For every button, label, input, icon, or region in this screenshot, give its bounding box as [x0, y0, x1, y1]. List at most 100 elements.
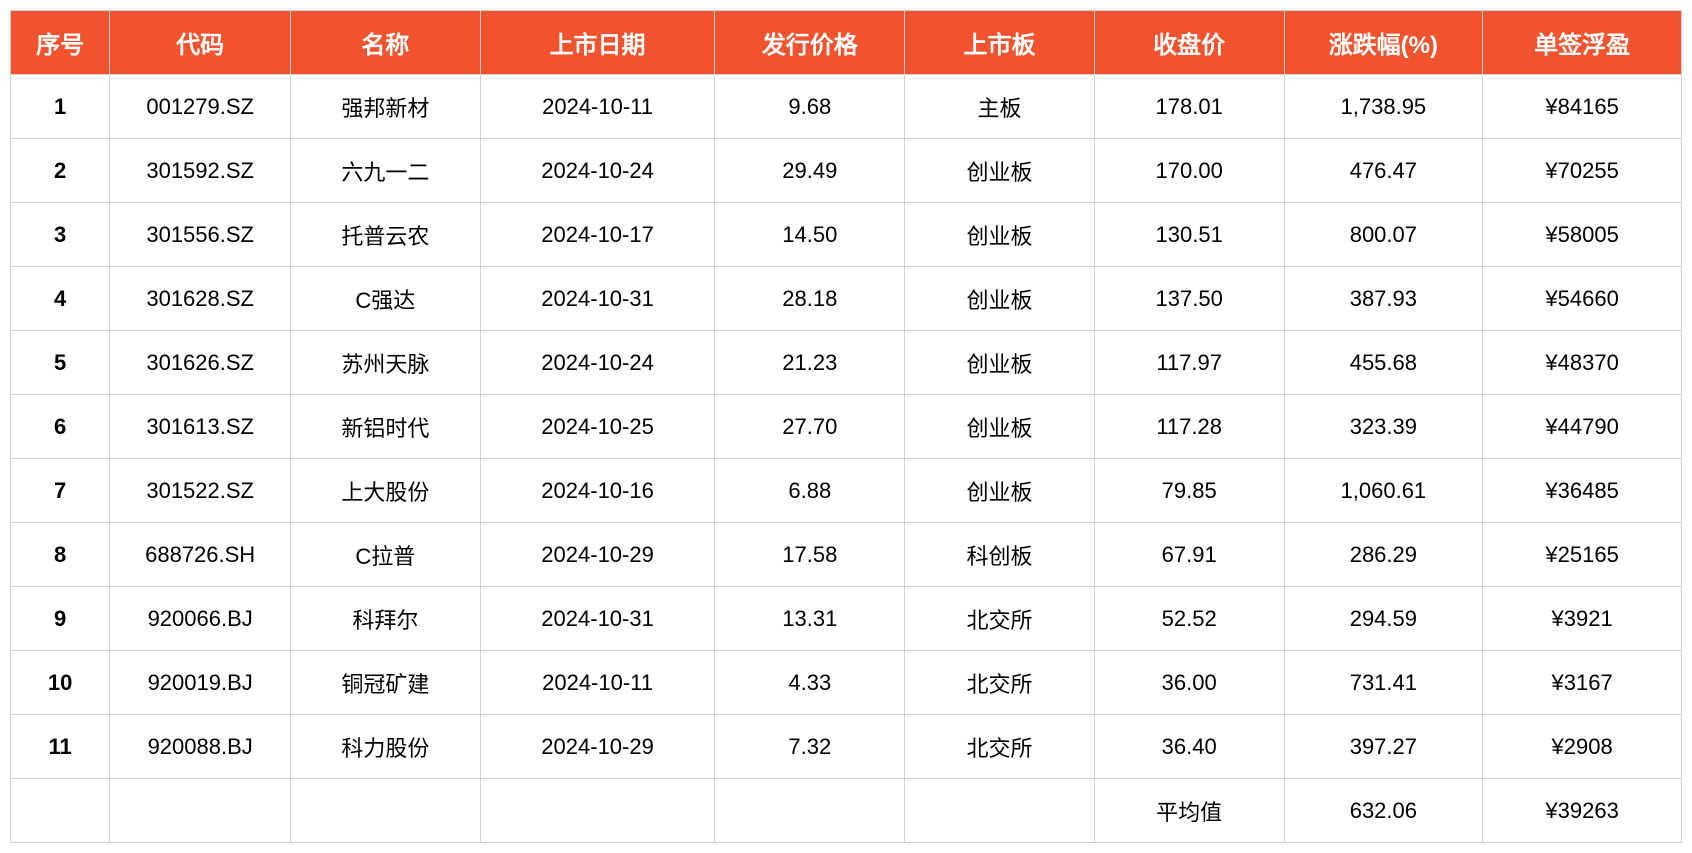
cell-close: 52.52 — [1094, 587, 1284, 651]
cell-profit: ¥3167 — [1483, 651, 1682, 715]
cell-price: 9.68 — [715, 75, 905, 139]
cell-profit: ¥25165 — [1483, 523, 1682, 587]
cell-date: 2024-10-17 — [480, 203, 715, 267]
summary-empty — [110, 779, 291, 843]
cell-change: 1,738.95 — [1284, 75, 1483, 139]
cell-name: 上大股份 — [290, 459, 480, 523]
header-name: 名称 — [290, 11, 480, 75]
summary-label: 平均值 — [1094, 779, 1284, 843]
header-board: 上市板 — [905, 11, 1095, 75]
cell-board: 创业板 — [905, 267, 1095, 331]
cell-change: 286.29 — [1284, 523, 1483, 587]
cell-close: 130.51 — [1094, 203, 1284, 267]
stock-ipo-table: 序号 代码 名称 上市日期 发行价格 上市板 收盘价 涨跌幅(%) 单签浮盈 1… — [10, 10, 1682, 843]
cell-seq: 11 — [11, 715, 110, 779]
cell-price: 13.31 — [715, 587, 905, 651]
cell-name: 科力股份 — [290, 715, 480, 779]
summary-empty — [480, 779, 715, 843]
cell-change: 294.59 — [1284, 587, 1483, 651]
cell-code: 301628.SZ — [110, 267, 291, 331]
cell-change: 397.27 — [1284, 715, 1483, 779]
cell-profit: ¥84165 — [1483, 75, 1682, 139]
cell-code: 920088.BJ — [110, 715, 291, 779]
cell-price: 29.49 — [715, 139, 905, 203]
header-close: 收盘价 — [1094, 11, 1284, 75]
summary-empty — [715, 779, 905, 843]
cell-change: 800.07 — [1284, 203, 1483, 267]
header-code: 代码 — [110, 11, 291, 75]
cell-close: 117.28 — [1094, 395, 1284, 459]
cell-seq: 3 — [11, 203, 110, 267]
cell-code: 688726.SH — [110, 523, 291, 587]
cell-seq: 8 — [11, 523, 110, 587]
summary-change: 632.06 — [1284, 779, 1483, 843]
cell-board: 创业板 — [905, 139, 1095, 203]
cell-close: 178.01 — [1094, 75, 1284, 139]
header-price: 发行价格 — [715, 11, 905, 75]
cell-profit: ¥58005 — [1483, 203, 1682, 267]
cell-name: 强邦新材 — [290, 75, 480, 139]
cell-board: 主板 — [905, 75, 1095, 139]
header-date: 上市日期 — [480, 11, 715, 75]
cell-date: 2024-10-31 — [480, 587, 715, 651]
cell-price: 27.70 — [715, 395, 905, 459]
cell-date: 2024-10-25 — [480, 395, 715, 459]
cell-profit: ¥2908 — [1483, 715, 1682, 779]
cell-seq: 9 — [11, 587, 110, 651]
cell-profit: ¥54660 — [1483, 267, 1682, 331]
cell-change: 731.41 — [1284, 651, 1483, 715]
cell-date: 2024-10-16 — [480, 459, 715, 523]
cell-date: 2024-10-29 — [480, 715, 715, 779]
table-row: 1 001279.SZ 强邦新材 2024-10-11 9.68 主板 178.… — [11, 75, 1682, 139]
cell-price: 21.23 — [715, 331, 905, 395]
cell-close: 36.00 — [1094, 651, 1284, 715]
cell-code: 920066.BJ — [110, 587, 291, 651]
cell-profit: ¥70255 — [1483, 139, 1682, 203]
cell-code: 301626.SZ — [110, 331, 291, 395]
cell-date: 2024-10-24 — [480, 331, 715, 395]
table-row: 10 920019.BJ 铜冠矿建 2024-10-11 4.33 北交所 36… — [11, 651, 1682, 715]
summary-profit: ¥39263 — [1483, 779, 1682, 843]
table-row: 3 301556.SZ 托普云农 2024-10-17 14.50 创业板 13… — [11, 203, 1682, 267]
table-row: 9 920066.BJ 科拜尔 2024-10-31 13.31 北交所 52.… — [11, 587, 1682, 651]
cell-seq: 7 — [11, 459, 110, 523]
cell-name: 托普云农 — [290, 203, 480, 267]
table-row: 6 301613.SZ 新铝时代 2024-10-25 27.70 创业板 11… — [11, 395, 1682, 459]
cell-close: 36.40 — [1094, 715, 1284, 779]
cell-change: 323.39 — [1284, 395, 1483, 459]
cell-name: C强达 — [290, 267, 480, 331]
cell-seq: 6 — [11, 395, 110, 459]
cell-change: 387.93 — [1284, 267, 1483, 331]
cell-price: 17.58 — [715, 523, 905, 587]
cell-close: 67.91 — [1094, 523, 1284, 587]
header-seq: 序号 — [11, 11, 110, 75]
cell-seq: 4 — [11, 267, 110, 331]
cell-name: C拉普 — [290, 523, 480, 587]
table-row: 5 301626.SZ 苏州天脉 2024-10-24 21.23 创业板 11… — [11, 331, 1682, 395]
table-row: 11 920088.BJ 科力股份 2024-10-29 7.32 北交所 36… — [11, 715, 1682, 779]
cell-board: 科创板 — [905, 523, 1095, 587]
cell-close: 170.00 — [1094, 139, 1284, 203]
cell-code: 301592.SZ — [110, 139, 291, 203]
cell-board: 创业板 — [905, 331, 1095, 395]
cell-seq: 5 — [11, 331, 110, 395]
cell-change: 1,060.61 — [1284, 459, 1483, 523]
cell-code: 301522.SZ — [110, 459, 291, 523]
cell-seq: 1 — [11, 75, 110, 139]
cell-name: 新铝时代 — [290, 395, 480, 459]
table-row: 2 301592.SZ 六九一二 2024-10-24 29.49 创业板 17… — [11, 139, 1682, 203]
cell-price: 7.32 — [715, 715, 905, 779]
cell-code: 301556.SZ — [110, 203, 291, 267]
cell-name: 铜冠矿建 — [290, 651, 480, 715]
cell-seq: 2 — [11, 139, 110, 203]
cell-price: 14.50 — [715, 203, 905, 267]
header-profit: 单签浮盈 — [1483, 11, 1682, 75]
cell-profit: ¥44790 — [1483, 395, 1682, 459]
table-row: 7 301522.SZ 上大股份 2024-10-16 6.88 创业板 79.… — [11, 459, 1682, 523]
summary-empty — [290, 779, 480, 843]
cell-code: 301613.SZ — [110, 395, 291, 459]
header-change: 涨跌幅(%) — [1284, 11, 1483, 75]
cell-profit: ¥48370 — [1483, 331, 1682, 395]
cell-change: 476.47 — [1284, 139, 1483, 203]
cell-price: 6.88 — [715, 459, 905, 523]
